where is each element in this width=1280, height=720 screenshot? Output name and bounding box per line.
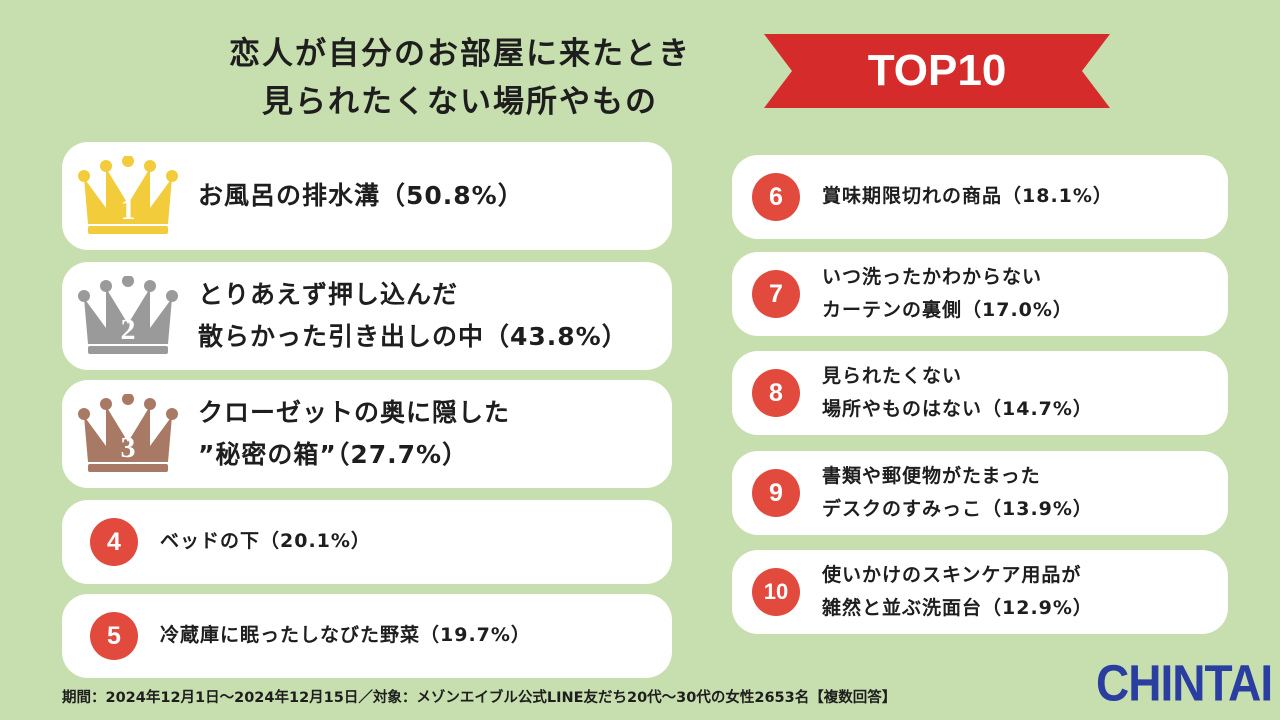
- rank-2-text-line-2: 散らかった引き出しの中（43.8%）: [198, 322, 628, 351]
- rank-7-text-line-1: いつ洗ったかわからない: [822, 266, 1043, 288]
- ribbon-shape: [764, 34, 1110, 108]
- rank-10-text-line-2: 雑然と並ぶ洗面台（12.9%）: [822, 597, 1093, 619]
- chintai-logo: CHINTAI: [1096, 654, 1273, 712]
- rank-7-text-line-2: カーテンの裏側（17.0%）: [822, 299, 1073, 321]
- survey-footnote: 期間：2024年12月1日～2024年12月15日／対象：メゾンエイブル公式LI…: [62, 690, 897, 706]
- rank-9-text-line-1: 書類や郵便物がたまった: [822, 465, 1041, 487]
- silver-crown-icon: 2: [78, 276, 178, 354]
- rank-5-badge: 5: [90, 612, 138, 660]
- rank-9-text-line-2: デスクのすみっこ（13.9%）: [822, 498, 1093, 520]
- rank-2-card: 2 とりあえず押し込んだ 散らかった引き出しの中（43.8%）: [62, 262, 672, 370]
- rank-10-badge: 10: [752, 568, 800, 616]
- rank-8-text-line-1: 見られたくない: [822, 365, 963, 387]
- rank-3-text-line-2: ”秘密の箱”（27.7%）: [198, 440, 469, 469]
- rank-6-card: 6 賞味期限切れの商品（18.1%）: [732, 155, 1228, 239]
- rank-4-badge: 4: [90, 518, 138, 566]
- svg-text:2: 2: [121, 313, 136, 346]
- rank-7-badge: 7: [752, 270, 800, 318]
- banner-label: TOP10: [867, 46, 1007, 95]
- rank-10-card: 10 使いかけのスキンケア用品が 雑然と並ぶ洗面台（12.9%）: [732, 550, 1228, 634]
- gold-crown-icon: 1: [78, 156, 178, 234]
- rank-1-text: お風呂の排水溝（50.8%）: [198, 181, 524, 210]
- rank-4-card: 4 ベッドの下（20.1%）: [62, 500, 672, 584]
- rank-4-text: ベッドの下（20.1%）: [160, 530, 371, 552]
- rank-6-badge: 6: [752, 173, 800, 221]
- page-title: 恋人が自分のお部屋に来たとき 見られたくない場所やもの: [150, 30, 770, 126]
- rank-9-badge: 9: [752, 469, 800, 517]
- rank-8-card: 8 見られたくない 場所やものはない（14.7%）: [732, 351, 1228, 435]
- rank-6-text: 賞味期限切れの商品（18.1%）: [822, 185, 1113, 207]
- title-line-2: 見られたくない場所やもの: [262, 84, 658, 120]
- rank-8-badge: 8: [752, 369, 800, 417]
- svg-text:3: 3: [121, 431, 136, 464]
- top10-banner: TOP10: [764, 34, 1110, 108]
- rank-5-text: 冷蔵庫に眠ったしなびた野菜（19.7%）: [160, 624, 531, 646]
- rank-1-card: 1 お風呂の排水溝（50.8%）: [62, 142, 672, 250]
- bronze-crown-icon: 3: [78, 394, 178, 472]
- rank-10-text-line-1: 使いかけのスキンケア用品が: [822, 564, 1082, 586]
- rank-3-text-line-1: クローゼットの奥に隠した: [198, 398, 511, 427]
- rank-3-card: 3 クローゼットの奥に隠した ”秘密の箱”（27.7%）: [62, 380, 672, 488]
- rank-5-card: 5 冷蔵庫に眠ったしなびた野菜（19.7%）: [62, 594, 672, 678]
- svg-text:1: 1: [121, 193, 136, 226]
- rank-8-text-line-2: 場所やものはない（14.7%）: [822, 398, 1093, 420]
- rank-7-card: 7 いつ洗ったかわからない カーテンの裏側（17.0%）: [732, 252, 1228, 336]
- rank-9-card: 9 書類や郵便物がたまった デスクのすみっこ（13.9%）: [732, 451, 1228, 535]
- title-line-1: 恋人が自分のお部屋に来たとき: [229, 36, 691, 72]
- rank-2-text-line-1: とりあえず押し込んだ: [198, 280, 459, 309]
